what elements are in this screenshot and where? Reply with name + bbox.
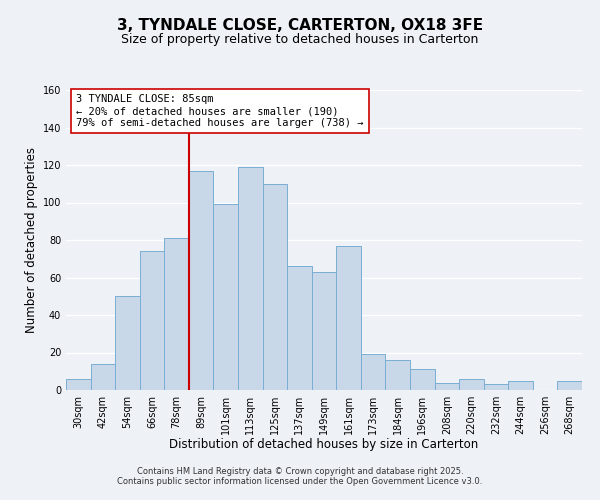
Bar <box>484 384 508 390</box>
Bar <box>361 354 385 390</box>
Bar <box>164 238 189 390</box>
Text: 3, TYNDALE CLOSE, CARTERTON, OX18 3FE: 3, TYNDALE CLOSE, CARTERTON, OX18 3FE <box>117 18 483 32</box>
Text: 3 TYNDALE CLOSE: 85sqm
← 20% of detached houses are smaller (190)
79% of semi-de: 3 TYNDALE CLOSE: 85sqm ← 20% of detached… <box>76 94 364 128</box>
Bar <box>66 379 91 390</box>
Bar <box>410 370 434 390</box>
Bar <box>263 184 287 390</box>
Bar <box>336 246 361 390</box>
Y-axis label: Number of detached properties: Number of detached properties <box>25 147 38 333</box>
Bar <box>189 170 214 390</box>
Bar <box>287 266 312 390</box>
Bar <box>508 380 533 390</box>
Text: Contains HM Land Registry data © Crown copyright and database right 2025.: Contains HM Land Registry data © Crown c… <box>137 467 463 476</box>
Text: Size of property relative to detached houses in Carterton: Size of property relative to detached ho… <box>121 32 479 46</box>
Bar <box>557 380 582 390</box>
Bar <box>115 296 140 390</box>
X-axis label: Distribution of detached houses by size in Carterton: Distribution of detached houses by size … <box>169 438 479 452</box>
Bar <box>91 364 115 390</box>
Bar <box>312 272 336 390</box>
Text: Contains public sector information licensed under the Open Government Licence v3: Contains public sector information licen… <box>118 477 482 486</box>
Bar <box>238 167 263 390</box>
Bar <box>459 379 484 390</box>
Bar <box>385 360 410 390</box>
Bar <box>434 382 459 390</box>
Bar <box>140 251 164 390</box>
Bar <box>214 204 238 390</box>
